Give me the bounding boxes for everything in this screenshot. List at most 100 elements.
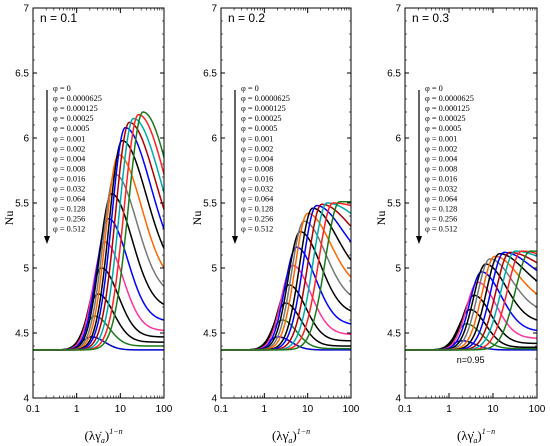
- legend-entry: φ = 0.001: [53, 134, 85, 143]
- legend-entry: φ = 0.002: [241, 144, 273, 153]
- panel-annotation: n = 0.2: [228, 11, 265, 25]
- legend-entry: φ = 0: [241, 84, 259, 93]
- legend-entry: φ = 0.032: [425, 185, 457, 194]
- series-line-9: [405, 255, 538, 351]
- x-axis-label: (λγ̇a)1−n: [85, 427, 123, 445]
- y-tick-label: 7: [395, 4, 401, 15]
- legend-entry: φ = 0.032: [241, 185, 273, 194]
- y-tick-label: 5: [395, 264, 401, 275]
- y-tick-label: 6.5: [203, 69, 217, 80]
- y-tick-label: 6: [23, 134, 29, 145]
- y-tick-label: 4.5: [387, 329, 401, 340]
- legend-entry: φ = 0.002: [425, 144, 457, 153]
- legend-entry: φ = 0.032: [53, 185, 85, 194]
- x-tick-label: 10: [487, 404, 499, 415]
- y-tick-label: 6.5: [15, 69, 29, 80]
- series-line-10: [405, 252, 538, 351]
- legend-entry: φ = 0.00025: [241, 114, 282, 123]
- x-tick-label: 0.1: [398, 404, 412, 415]
- x-tick-label: 100: [343, 404, 360, 415]
- legend-entry: φ = 0.008: [241, 164, 273, 173]
- legend-entry: φ = 0.064: [53, 195, 86, 204]
- y-tick-label: 5.5: [203, 199, 217, 210]
- legend-entry: φ = 0.256: [425, 215, 457, 224]
- legend-entry: φ = 0.008: [425, 164, 457, 173]
- legend-entry: φ = 0.004: [425, 154, 458, 163]
- panel-annotation: n = 0.1: [40, 11, 77, 25]
- y-tick-label: 4.5: [15, 329, 29, 340]
- x-tick-label: 0.1: [214, 404, 228, 415]
- legend-entry: φ = 0: [53, 84, 71, 93]
- x-tick-label: 1: [446, 404, 452, 415]
- legend-entry: φ = 0.512: [425, 225, 457, 234]
- x-axis-label: (λγ̇a)1−n: [272, 427, 310, 445]
- legend-entry: φ = 0.000125: [53, 104, 98, 113]
- y-tick-label: 4: [211, 394, 217, 405]
- legend-entry: φ = 0.000125: [241, 104, 286, 113]
- legend-entry: φ = 0.00025: [53, 114, 94, 123]
- y-axis-label: Nu: [374, 211, 388, 226]
- legend-entry: φ = 0.512: [241, 225, 273, 234]
- legend-entry: φ = 0.002: [53, 144, 85, 153]
- y-tick-label: 4.5: [203, 329, 217, 340]
- panel-3: 4 4.5 5 5.5 6 6.5 7 0.1 1 10 100 Nu (λγ̇a)1−n n = 0.3…: [374, 4, 546, 446]
- legend-entry: φ = 0.016: [241, 174, 273, 183]
- legend-entry: φ = 0.128: [425, 205, 457, 214]
- y-axis-label: Nu: [2, 211, 16, 226]
- x-tick-label: 100: [156, 404, 173, 415]
- phi-arrow-head: [232, 236, 238, 244]
- legend-entry: φ = 0.256: [53, 215, 85, 224]
- panel-1: 4 4.5 5 5.5 6 6.5 7 0.1 1 10 100 Nu (λγ̇a)1−n n = 0.1…: [2, 4, 173, 446]
- phi-arrow-head: [416, 236, 422, 244]
- panel-2: 4 4.5 5 5.5 6 6.5 7 0.1 1 10 100 Nu (λγ̇a)1−n n = 0.2…: [190, 4, 360, 446]
- series-line-15: [221, 200, 351, 351]
- phi-arrow-head: [44, 236, 50, 244]
- legend-entry: φ = 0.016: [53, 174, 85, 183]
- legend-entry: φ = 0.00025: [425, 114, 466, 123]
- legend-entry: φ = 0: [425, 84, 443, 93]
- legend-entry: φ = 0.001: [425, 134, 457, 143]
- series-line-7: [405, 263, 538, 351]
- legend-entry: φ = 0.001: [241, 134, 273, 143]
- x-tick-label: 1: [74, 404, 80, 415]
- legend-entry: φ = 0.0000625: [241, 94, 290, 103]
- legend-entry: φ = 0.0000625: [53, 94, 102, 103]
- legend-entry: φ = 0.0005: [425, 124, 461, 133]
- y-tick-label: 5.5: [15, 199, 29, 210]
- legend-entry: φ = 0.128: [53, 205, 85, 214]
- legend-entry: φ = 0.064: [241, 195, 274, 204]
- x-tick-label: 0.1: [26, 404, 40, 415]
- legend-entry: φ = 0.004: [241, 154, 274, 163]
- legend-entry: φ = 0.064: [425, 195, 458, 204]
- legend-entry: φ = 0.000125: [425, 104, 470, 113]
- y-tick-label: 5.5: [387, 199, 401, 210]
- x-tick-label: 10: [115, 404, 127, 415]
- y-tick-label: 4: [395, 394, 401, 405]
- legend-entry: φ = 0.008: [53, 164, 85, 173]
- series-line-15: [33, 111, 165, 351]
- legend-entry: φ = 0.0005: [241, 124, 277, 133]
- y-tick-label: 4: [23, 394, 29, 405]
- legend-entry: φ = 0.004: [53, 154, 86, 163]
- y-tick-label: 5: [23, 264, 29, 275]
- y-tick-label: 6.5: [387, 69, 401, 80]
- x-axis-label: (λγ̇a)1−n: [457, 427, 495, 445]
- x-tick-label: 1: [262, 404, 268, 415]
- series-line-15: [405, 250, 537, 351]
- legend-entry: φ = 0.256: [241, 215, 273, 224]
- legend-entry: φ = 0.128: [241, 205, 273, 214]
- series-line-3: [405, 308, 537, 351]
- panel-annotation: n = 0.3: [412, 11, 449, 25]
- y-tick-label: 7: [23, 4, 29, 15]
- legend-entry: φ = 0.0000625: [425, 94, 474, 103]
- y-tick-label: 7: [211, 4, 217, 15]
- x-tick-label: 10: [302, 404, 314, 415]
- series-line-8: [221, 220, 352, 351]
- y-tick-label: 6: [211, 134, 217, 145]
- panel-annotation-secondary: n=0.95: [457, 355, 485, 365]
- legend-entry: φ = 0.0005: [53, 124, 89, 133]
- legend-entry: φ = 0.016: [425, 174, 457, 183]
- x-tick-label: 100: [529, 404, 546, 415]
- legend-entry: φ = 0.512: [53, 225, 85, 234]
